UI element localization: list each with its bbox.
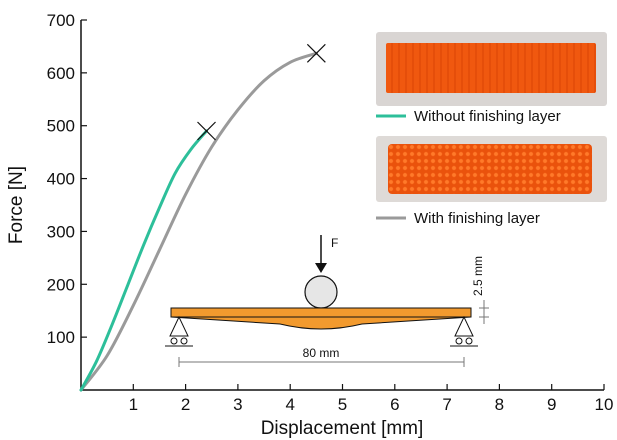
thickness-label: 2.5 mm (471, 256, 485, 296)
legend: Without finishing layer With finishing l… (376, 108, 561, 227)
y-tick-label: 500 (47, 117, 75, 136)
specimen-without-finishing-image (386, 43, 596, 93)
y-tick-label: 100 (47, 328, 75, 347)
series-line-1 (79, 51, 318, 392)
right-support (454, 315, 474, 337)
beam-deflection (170, 316, 472, 330)
x-tick-label: 9 (547, 395, 556, 414)
failure-marker-0 (197, 121, 216, 141)
x-tick-label: 7 (442, 395, 451, 414)
left-support (169, 315, 189, 337)
y-tick-label: 700 (47, 11, 75, 30)
load-label: F (331, 236, 338, 250)
load-arrow-head (315, 263, 327, 273)
x-tick-label: 6 (390, 395, 399, 414)
legend-label-without: Without finishing layer (414, 108, 561, 125)
series-layer (79, 43, 326, 392)
x-tick-label: 8 (495, 395, 504, 414)
right-support-roller-2 (465, 337, 473, 345)
span-label: 80 mm (303, 346, 340, 360)
x-tick-label: 10 (595, 395, 614, 414)
x-axis-title: Displacement [mm] (261, 418, 424, 439)
specimen-beam (170, 307, 472, 318)
x-tick-label: 4 (285, 395, 294, 414)
right-support-roller-1 (455, 337, 463, 345)
y-tick-label: 300 (47, 222, 75, 241)
y-tick-label: 200 (47, 275, 75, 294)
x-tick-label: 3 (233, 395, 242, 414)
y-tick-label: 400 (47, 170, 75, 189)
legend-label-with: With finishing layer (414, 210, 540, 227)
left-support-roller-1 (170, 337, 178, 345)
y-axis-title: Force [N] (6, 166, 27, 244)
bending-test-inset: F 80 mm 2.5 mm (165, 235, 489, 367)
series-line-0 (79, 129, 209, 392)
x-ticks: 1 2 3 4 5 6 7 8 9 10 (129, 384, 614, 414)
specimen-with-finishing-image (388, 144, 592, 194)
y-ticks: 100 200 300 400 500 600 700 (47, 11, 87, 347)
x-tick-label: 5 (338, 395, 347, 414)
failure-marker-1 (306, 43, 326, 63)
loading-roller (304, 275, 338, 309)
left-support-roller-2 (180, 337, 188, 345)
x-tick-label: 2 (181, 395, 190, 414)
x-tick-label: 1 (129, 395, 138, 414)
specimen-photo-without-finishing (376, 32, 607, 106)
specimen-photo-with-finishing (376, 136, 607, 202)
y-tick-label: 600 (47, 64, 75, 83)
